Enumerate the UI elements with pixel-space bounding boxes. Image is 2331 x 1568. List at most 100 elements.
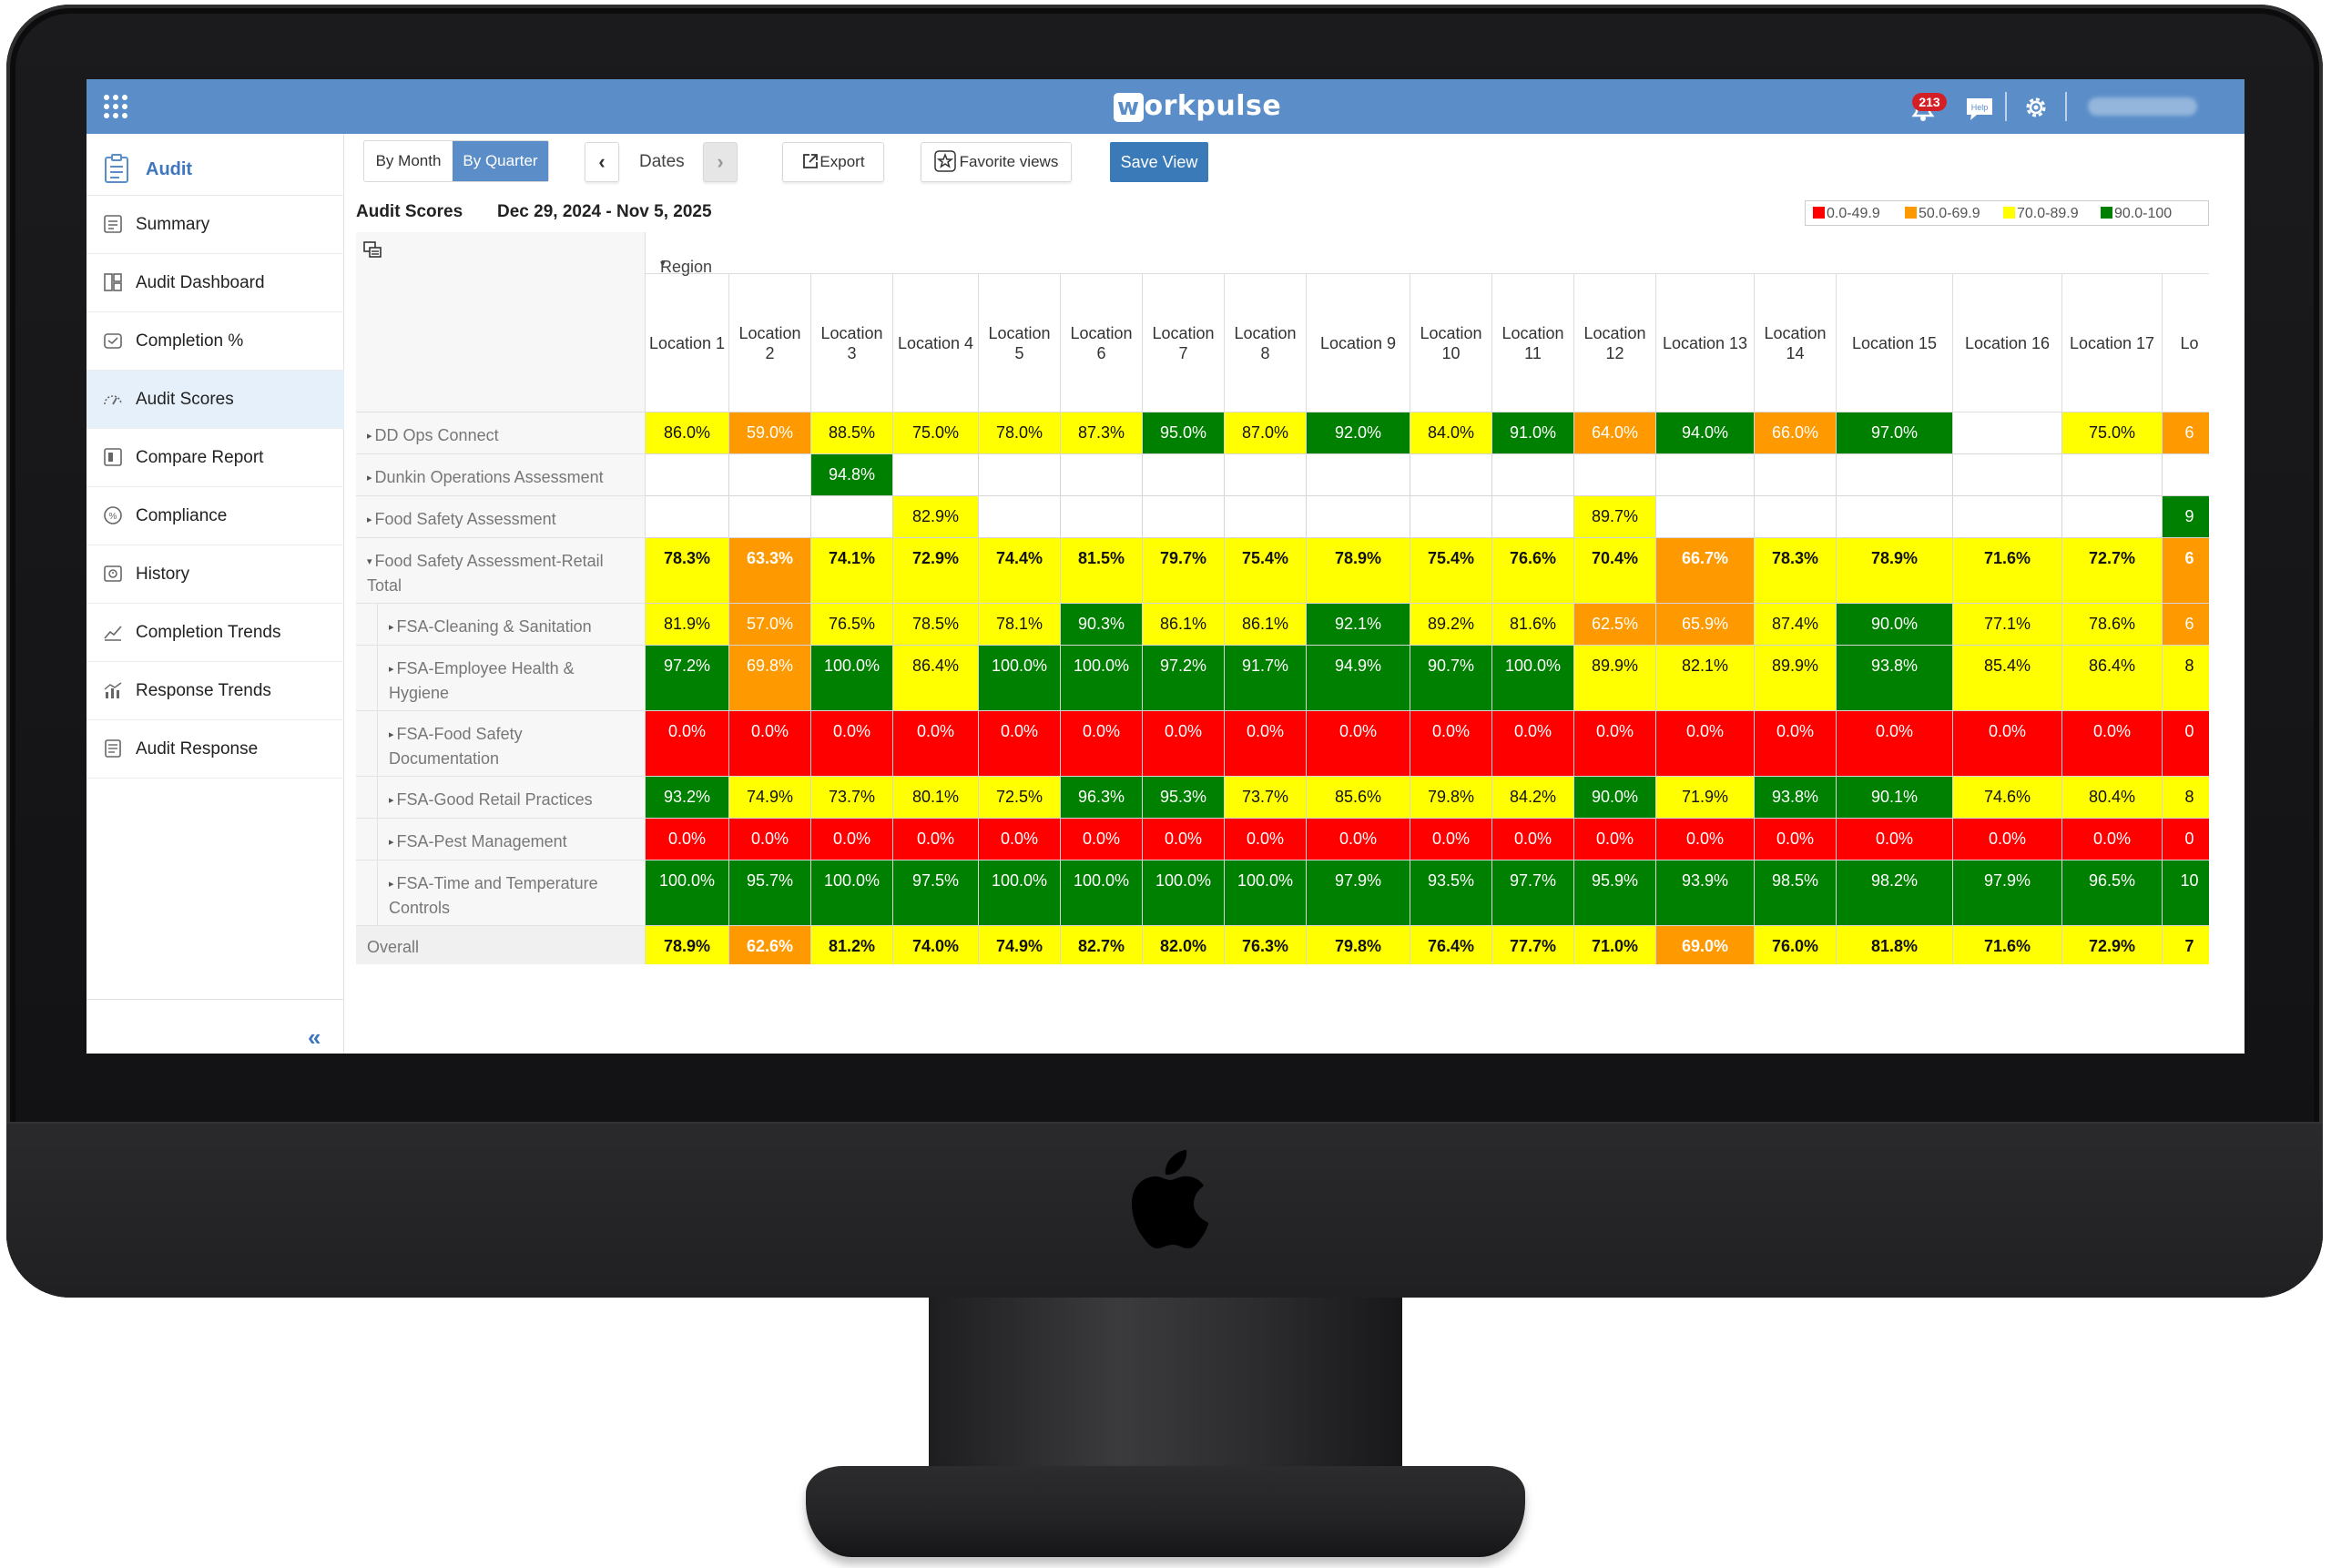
score-cell[interactable]: 73.7%	[811, 777, 893, 819]
score-cell[interactable]: 100.0%	[1225, 860, 1307, 926]
score-cell[interactable]: 0.0%	[1656, 711, 1755, 777]
score-cell[interactable]: 62.6%	[729, 926, 811, 964]
score-cell[interactable]: 95.7%	[729, 860, 811, 926]
score-cell[interactable]: 74.4%	[979, 538, 1061, 604]
score-cell[interactable]: 78.9%	[646, 926, 729, 964]
score-cell[interactable]: 74.9%	[979, 926, 1061, 964]
score-cell[interactable]: 65.9%	[1656, 604, 1755, 646]
score-cell[interactable]: 72.7%	[2062, 538, 2163, 604]
score-cell[interactable]: 100.0%	[646, 860, 729, 926]
score-cell[interactable]: 97.0%	[1837, 412, 1953, 454]
score-cell[interactable]: 84.2%	[1492, 777, 1574, 819]
sidebar-item-audit-scores[interactable]: Audit Scores	[87, 371, 344, 429]
score-cell[interactable]: 79.8%	[1307, 926, 1410, 964]
column-header-location[interactable]: Location 13	[1656, 274, 1755, 412]
caret-down-icon[interactable]: ▾	[367, 556, 372, 567]
sidebar-item-compliance[interactable]: % Compliance	[87, 487, 344, 545]
score-cell[interactable]: 0.0%	[979, 819, 1061, 860]
score-cell[interactable]	[1755, 496, 1837, 538]
row-header[interactable]: ▸ FSA-Good Retail Practices	[356, 777, 646, 819]
score-cell[interactable]: 0.0%	[1837, 819, 1953, 860]
score-cell[interactable]	[1953, 496, 2062, 538]
score-cell[interactable]: 76.6%	[1492, 538, 1574, 604]
score-cell[interactable]: 87.3%	[1061, 412, 1143, 454]
score-cell[interactable]: 66.0%	[1755, 412, 1837, 454]
score-cell[interactable]: 82.9%	[893, 496, 979, 538]
score-cell[interactable]: 0.0%	[893, 819, 979, 860]
score-cell[interactable]: 9	[2163, 496, 2209, 538]
score-cell[interactable]	[979, 454, 1061, 496]
score-cell[interactable]: 0.0%	[1574, 711, 1656, 777]
app-launcher-icon[interactable]	[103, 94, 128, 119]
score-cell[interactable]: 78.0%	[979, 412, 1061, 454]
score-cell[interactable]: 0.0%	[1953, 819, 2062, 860]
score-cell[interactable]: 0.0%	[893, 711, 979, 777]
column-header-location[interactable]: Location 8	[1225, 274, 1307, 412]
score-cell[interactable]: 86.4%	[2062, 646, 2163, 711]
score-cell[interactable]: 96.3%	[1061, 777, 1143, 819]
row-header[interactable]: ▸ DD Ops Connect	[356, 412, 646, 454]
score-cell[interactable]: 97.9%	[1953, 860, 2062, 926]
score-cell[interactable]: 79.8%	[1410, 777, 1492, 819]
score-cell[interactable]: 75.0%	[893, 412, 979, 454]
score-cell[interactable]: 92.1%	[1307, 604, 1410, 646]
score-cell[interactable]: 80.1%	[893, 777, 979, 819]
score-cell[interactable]	[1225, 454, 1307, 496]
score-cell[interactable]: 79.7%	[1143, 538, 1225, 604]
score-cell[interactable]: 78.9%	[1307, 538, 1410, 604]
score-cell[interactable]: 72.9%	[893, 538, 979, 604]
score-cell[interactable]: 0.0%	[1755, 819, 1837, 860]
caret-right-icon[interactable]: ▸	[389, 729, 394, 740]
score-cell[interactable]: 89.2%	[1410, 604, 1492, 646]
caret-right-icon[interactable]: ▸	[389, 837, 394, 848]
row-header[interactable]: ▸ FSA-Time and Temperature Controls	[356, 860, 646, 926]
column-header-location[interactable]: Location 5	[979, 274, 1061, 412]
score-cell[interactable]: 0.0%	[1574, 819, 1656, 860]
score-cell[interactable]: 97.2%	[646, 646, 729, 711]
score-cell[interactable]: 100.0%	[1061, 646, 1143, 711]
column-header-location[interactable]: Lo	[2163, 274, 2209, 412]
score-cell[interactable]: 69.8%	[729, 646, 811, 711]
score-cell[interactable]: 90.7%	[1410, 646, 1492, 711]
score-cell[interactable]	[1061, 496, 1143, 538]
score-cell[interactable]: 96.5%	[2062, 860, 2163, 926]
score-cell[interactable]: 87.4%	[1755, 604, 1837, 646]
column-header-location[interactable]: Location 15	[1837, 274, 1953, 412]
score-cell[interactable]: 100.0%	[811, 646, 893, 711]
row-header[interactable]: ▾ Food Safety Assessment-Retail Total	[356, 538, 646, 604]
score-cell[interactable]: 78.1%	[979, 604, 1061, 646]
by-quarter-button[interactable]: By Quarter	[453, 141, 548, 181]
score-cell[interactable]: 81.9%	[646, 604, 729, 646]
row-header[interactable]: ▸ FSA-Food Safety Documentation	[356, 711, 646, 777]
score-cell[interactable]: 82.7%	[1061, 926, 1143, 964]
score-cell[interactable]: 6	[2163, 412, 2209, 454]
score-cell[interactable]: 74.0%	[893, 926, 979, 964]
score-cell[interactable]	[2062, 454, 2163, 496]
score-cell[interactable]: 57.0%	[729, 604, 811, 646]
caret-right-icon[interactable]: ▸	[367, 473, 372, 484]
score-cell[interactable]: 72.9%	[2062, 926, 2163, 964]
score-cell[interactable]	[1492, 496, 1574, 538]
save-view-button[interactable]: Save View	[1110, 142, 1208, 182]
score-cell[interactable]: 94.8%	[811, 454, 893, 496]
favorite-views-button[interactable]: Favorite views	[921, 142, 1072, 182]
score-cell[interactable]: 89.7%	[1574, 496, 1656, 538]
score-cell[interactable]: 85.4%	[1953, 646, 2062, 711]
score-cell[interactable]: 88.5%	[811, 412, 893, 454]
score-cell[interactable]	[1143, 454, 1225, 496]
score-cell[interactable]: 89.9%	[1574, 646, 1656, 711]
caret-right-icon[interactable]: ▸	[389, 664, 394, 675]
score-cell[interactable]: 86.1%	[1225, 604, 1307, 646]
gear-icon[interactable]	[2022, 94, 2050, 121]
score-cell[interactable]: 74.6%	[1953, 777, 2062, 819]
score-cell[interactable]: 95.0%	[1143, 412, 1225, 454]
score-cell[interactable]	[1307, 496, 1410, 538]
score-cell[interactable]: 0.0%	[979, 711, 1061, 777]
score-cell[interactable]: 90.0%	[1574, 777, 1656, 819]
sidebar-header[interactable]: Audit	[87, 134, 344, 196]
score-cell[interactable]: 0.0%	[1225, 711, 1307, 777]
score-cell[interactable]: 86.4%	[893, 646, 979, 711]
row-header[interactable]: ▸ FSA-Pest Management	[356, 819, 646, 860]
score-cell[interactable]: 73.7%	[1225, 777, 1307, 819]
score-cell[interactable]: 74.9%	[729, 777, 811, 819]
